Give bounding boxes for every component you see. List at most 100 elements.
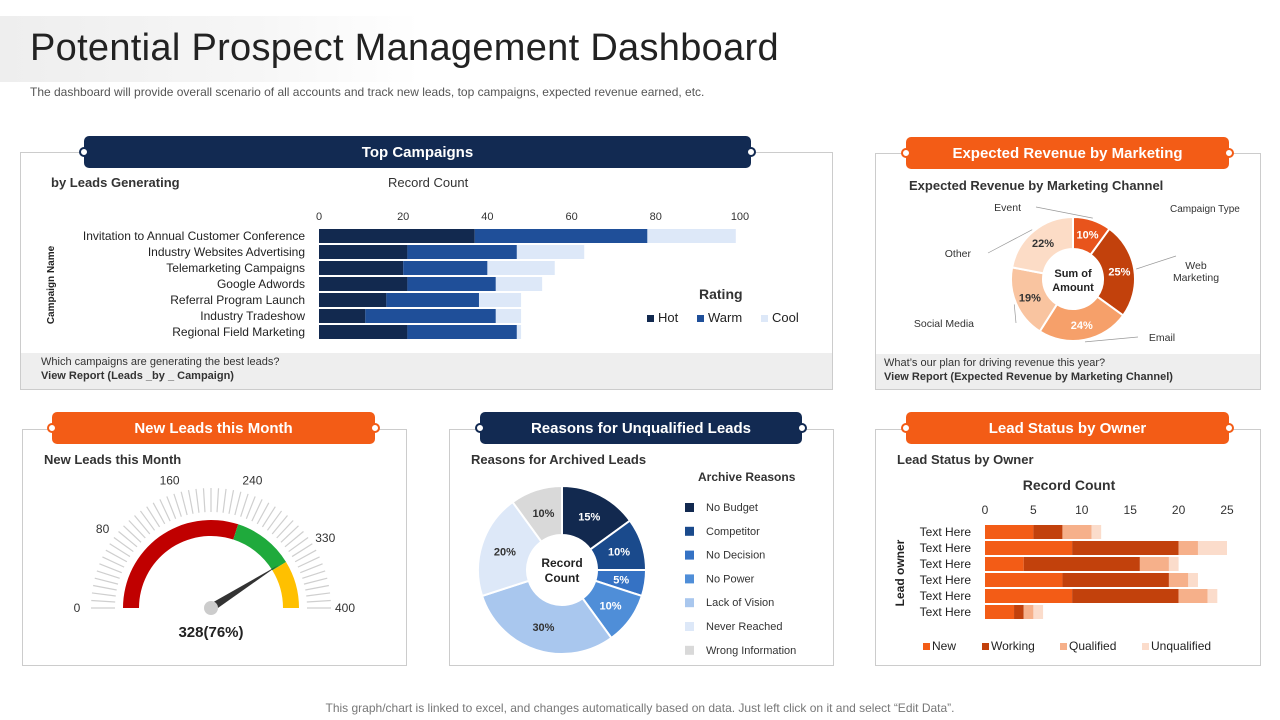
badge-dot-right [1224,423,1234,433]
gauge-tick-label: 240 [242,474,262,488]
unqualified-badge-label: Reasons for Unqualified Leads [530,419,752,437]
x-tick-label: 10 [1075,503,1089,517]
gauge-tick [166,496,177,519]
bar-warm [365,309,496,323]
legend-label-qualified: Qualified [1069,639,1116,653]
legend-label: Lack of Vision [706,597,774,609]
gauge-tick [123,525,142,543]
gauge-tick [276,520,294,539]
bar-new [985,525,1034,539]
gauge-tick [234,491,242,516]
gauge-tick [128,520,146,539]
gauge-value-label: 328(76%) [178,624,243,641]
bar-warm [403,261,488,275]
slice-wrong-information [511,484,563,544]
gauge-tick [173,493,182,517]
gauge-needle [208,565,279,612]
legend-label: No Decision [706,550,765,562]
badge-dot-right [746,147,756,157]
bar-working [1033,525,1063,539]
bar-cool [495,277,543,291]
gauge-tick [180,491,188,516]
revenue-footer: What’s our plan for driving revenue this… [876,354,1260,389]
gauge-chart: 0 80 160 240 330 400 328(76%) [74,474,356,641]
legend-label: Wrong Information [706,645,796,657]
legend-swatch [685,503,694,512]
leader-line [1136,255,1177,270]
slice-lack-of-vision [480,579,613,655]
legend-label: Never Reached [706,621,782,633]
slice-value-label: 5% [613,574,629,586]
slice-value-label: 10% [532,508,554,520]
bar-qualified [1168,573,1189,587]
gauge-tick [159,499,171,522]
category-label: Referral Program Launch [170,293,305,307]
x-tick-label: 20 [397,211,409,223]
gauge-tick [300,563,323,574]
new-leads-chart-title: New Leads this Month [44,452,182,467]
bar-cool [487,261,555,275]
gauge-tick [93,584,117,591]
category-label: Text Here [920,557,972,571]
gauge-tick-label: 400 [335,601,355,615]
slice-category-label: Web [1185,260,1207,272]
slice-category-label: Event [994,202,1021,214]
badge-dot-right [1224,148,1234,158]
gauge-tick-label: 160 [160,474,180,488]
revenue-view-report-link[interactable]: View Report (Expected Revenue by Marketi… [884,371,1173,383]
slice-email [1038,295,1125,342]
bar-new [985,573,1063,587]
gauge-tick [102,556,125,568]
category-label: Text Here [920,573,972,587]
category-label: Google Adwords [217,277,305,291]
bar-hot [319,325,408,339]
y-axis-label: Lead owner [893,539,907,606]
gauge-band [123,520,239,608]
bar-cool [647,229,736,243]
bar-qualified [1178,589,1208,603]
bar-warm [407,325,517,339]
bar-new [985,541,1073,555]
bar-new [985,589,1073,603]
slice-value-label: 10% [1077,229,1099,241]
legend-swatch [685,622,694,631]
revenue-chart: 10% 25% 24% 19% 22% Sum of Amount Campaign Type… [914,202,1240,344]
bar-unqualified [1207,589,1218,603]
x-axis-label: Record Count [1023,477,1116,493]
bar-unqualified [1197,541,1227,555]
gauge-tick [305,584,329,591]
gauge-tick [271,515,288,535]
donut-center-label: Amount [1052,282,1094,294]
legend-swatch-warm [697,315,704,322]
category-label: Regional Field Marketing [172,325,305,339]
gauge-tick [222,488,227,513]
bar-working [1014,605,1024,619]
archived-chart-title: Reasons for Archived Leads [471,452,647,467]
slice-never-reached [477,500,543,598]
gauge-tick [261,506,276,528]
leader-line [987,229,1033,254]
bar-hot [319,309,366,323]
gauge-tick [256,502,270,525]
x-tick-label: 5 [1030,503,1037,517]
gauge-tick [91,592,116,597]
revenue-chart-title: Expected Revenue by Marketing Channel [909,178,1164,193]
bar-warm [386,293,479,307]
bar-hot [319,245,408,259]
slice-category-label: Marketing [1173,272,1219,284]
slice-category-label: Social Media [914,318,974,330]
new-leads-badge-label: New Leads this Month [134,419,293,437]
slice-value-label: 20% [494,546,516,558]
legend-swatch [685,598,694,608]
donut-center-label: Sum of [1054,268,1092,280]
bar-qualified [1178,541,1198,555]
gauge-tick [306,592,331,597]
legend-label: No Budget [706,502,758,514]
y-axis-label: Campaign Name [46,245,57,324]
badge-dot-right [797,423,807,433]
campaigns-view-report-link[interactable]: View Report (Leads _by _ Campaign) [41,370,234,382]
x-tick-label: 0 [982,503,989,517]
revenue-footer-question: What’s our plan for driving revenue this… [884,357,1106,369]
gauge-hub [204,601,218,615]
